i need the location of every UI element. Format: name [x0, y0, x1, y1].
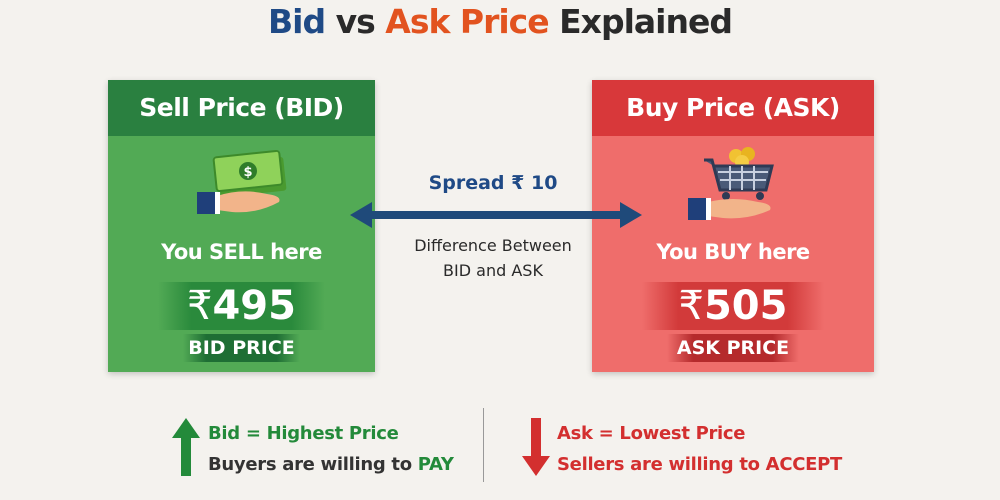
ask-caption: You BUY here — [656, 240, 810, 264]
title-ask: Ask Price — [385, 2, 549, 41]
svg-text:$: $ — [243, 165, 252, 180]
divider — [483, 408, 484, 482]
ask-panel-header: Buy Price (ASK) — [592, 80, 874, 136]
bid-price: ₹495 — [158, 282, 325, 330]
currency-symbol: ₹ — [187, 283, 213, 329]
spread-description-line1: Difference Between — [414, 236, 572, 255]
ask-panel: Buy Price (ASK) You BUY here ₹505 ASK PR… — [592, 80, 874, 372]
ask-price: ₹505 — [642, 282, 824, 330]
cash-in-hand-icon: $ — [196, 149, 286, 214]
bid-panel: Sell Price (BID) $ You SELL here ₹495 BI… — [108, 80, 375, 372]
title-bid: Bid — [268, 2, 326, 41]
ask-price-label: ASK PRICE — [667, 334, 799, 362]
bid-definition: Bid = Highest Price — [208, 423, 399, 444]
title-explained: Explained — [559, 2, 733, 41]
bid-explanation-text: Buyers are willing to — [208, 454, 418, 475]
ask-definition: Ask = Lowest Price — [557, 423, 746, 444]
currency-symbol: ₹ — [678, 283, 704, 329]
cart-in-hand-icon — [688, 147, 774, 220]
bid-explanation: Buyers are willing to PAY — [208, 454, 454, 475]
spread-description-line2: BID and ASK — [443, 261, 543, 280]
ask-explanation: Sellers are willing to ACCEPT — [557, 454, 843, 475]
double-arrow-icon — [350, 202, 642, 228]
bid-panel-header: Sell Price (BID) — [108, 80, 375, 136]
arrow-up-icon — [172, 418, 200, 476]
arrow-down-icon — [522, 418, 550, 476]
bid-caption: You SELL here — [161, 240, 322, 264]
bid-price-label: BID PRICE — [183, 334, 300, 362]
page-title: Bid vs Ask Price Explained — [0, 2, 1000, 41]
ask-price-value: 505 — [703, 283, 788, 329]
title-vs: vs — [335, 2, 376, 41]
bid-price-value: 495 — [212, 283, 296, 329]
spread-label: Spread ₹ 10 — [428, 172, 558, 194]
bid-explanation-emphasis: PAY — [417, 454, 454, 475]
